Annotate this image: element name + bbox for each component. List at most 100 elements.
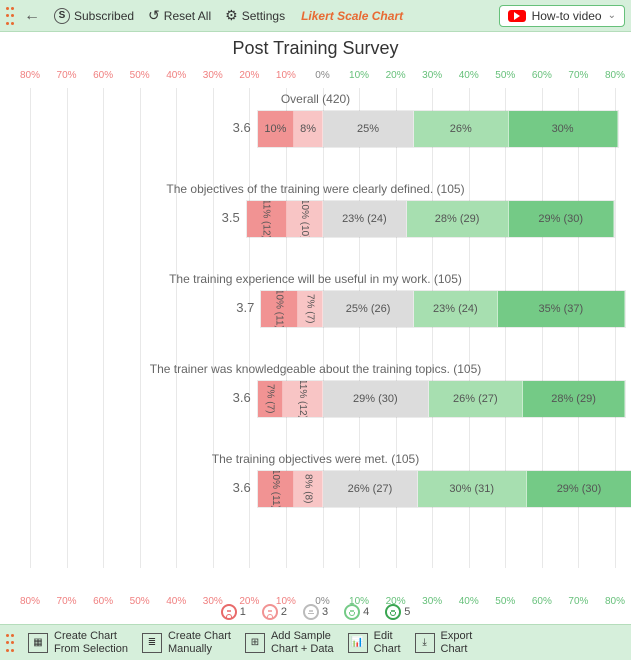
b5b: Chart: [441, 643, 468, 655]
chevron-down-icon: ⌄: [608, 10, 616, 21]
legend-item: 4: [344, 604, 369, 620]
axis-tick: 50%: [130, 70, 150, 81]
drag-handle-icon[interactable]: [6, 7, 14, 25]
chart-row: The training objectives were met. (105) 3…: [0, 452, 631, 542]
legend-item: 2: [262, 604, 287, 620]
howto-video-button[interactable]: How-to video ⌄: [499, 5, 625, 27]
bar-segment: 8% (8): [294, 471, 323, 507]
legend-item: 3: [303, 604, 328, 620]
settings-button[interactable]: ⚙ Settings: [221, 5, 289, 26]
bar-segment: 25%: [323, 111, 414, 147]
b2a: Create Chart: [168, 630, 231, 642]
create-from-selection-button[interactable]: ▦ Create ChartFrom Selection: [28, 630, 128, 654]
list-icon: ≣: [142, 633, 162, 653]
b2b: Manually: [168, 643, 212, 655]
axis-tick: 20%: [239, 70, 259, 81]
axis-tick: 50%: [495, 70, 515, 81]
axis-tick: 40%: [166, 70, 186, 81]
bar-segment: 26%: [414, 111, 509, 147]
axis-tick: 40%: [459, 70, 479, 81]
b1a: Create Chart: [54, 630, 117, 642]
face-icon: [344, 604, 360, 620]
face-icon: [221, 604, 237, 620]
stacked-bar: 7% (7)11% (12)29% (30)26% (27)28% (29): [257, 380, 626, 418]
back-button[interactable]: ←: [20, 5, 44, 27]
stacked-bar: 10% (11)7% (7)25% (26)23% (24)35% (37): [260, 290, 626, 328]
bar-segment: 26% (27): [429, 381, 524, 417]
create-manually-button[interactable]: ≣ Create ChartManually: [142, 630, 231, 654]
bar-segment: 11% (12): [247, 201, 287, 237]
chart-type-label: Likert Scale Chart: [301, 9, 403, 23]
row-score: 3.6: [223, 480, 251, 495]
edit-chart-icon: 📊: [348, 633, 368, 653]
axis-tick: 30%: [203, 70, 223, 81]
bar-segment: 28% (29): [523, 381, 625, 417]
chart-row: Overall (420)3.610%8%25%26%30%: [0, 92, 631, 182]
axis-tick: 60%: [532, 70, 552, 81]
edit-chart-button[interactable]: 📊 EditChart: [348, 630, 401, 654]
table-icon: ▦: [28, 633, 48, 653]
row-label: The objectives of the training were clea…: [0, 182, 631, 196]
legend-number: 4: [363, 606, 369, 618]
legend-number: 3: [322, 606, 328, 618]
bar-segment: 10% (11): [258, 471, 294, 507]
bar-segment: 30%: [509, 111, 618, 147]
axis-tick: 10%: [349, 70, 369, 81]
row-score: 3.7: [226, 300, 254, 315]
bar-segment: 30% (31): [418, 471, 527, 507]
bar-segment: 10%: [258, 111, 294, 147]
axis-tick: 70%: [57, 70, 77, 81]
face-icon: [262, 604, 278, 620]
bar-segment: 35% (37): [498, 291, 625, 327]
chart-row: The training experience will be useful i…: [0, 272, 631, 362]
legend-number: 2: [281, 606, 287, 618]
face-icon: [385, 604, 401, 620]
axis-tick: 60%: [93, 70, 113, 81]
b3a: Add Sample: [271, 630, 331, 642]
row-label: The training experience will be useful i…: [0, 272, 631, 286]
stacked-bar: 10% (11)8% (8)26% (27)30% (31)29% (30): [257, 470, 631, 508]
legend-number: 1: [240, 606, 246, 618]
export-chart-button[interactable]: ⤓ ExportChart: [415, 630, 473, 654]
settings-label: Settings: [242, 9, 285, 23]
chart-row: The objectives of the training were clea…: [0, 182, 631, 272]
arrow-left-icon: ←: [24, 7, 40, 25]
row-label: Overall (420): [0, 92, 631, 106]
legend-number: 5: [404, 606, 410, 618]
b4a: Edit: [374, 630, 393, 642]
chart-title: Post Training Survey: [0, 38, 631, 59]
howto-label: How-to video: [532, 9, 602, 23]
bar-segment: 23% (24): [414, 291, 498, 327]
subscribed-label: Subscribed: [74, 9, 134, 23]
drag-handle-icon[interactable]: [6, 634, 14, 652]
reset-label: Reset All: [164, 9, 211, 23]
reset-all-button[interactable]: ↺ Reset All: [144, 5, 215, 26]
dollar-icon: S: [54, 8, 70, 24]
b5a: Export: [441, 630, 473, 642]
export-icon: ⤓: [415, 633, 435, 653]
reset-icon: ↺: [148, 7, 160, 24]
bar-segment: 10% (10): [287, 201, 323, 237]
face-icon: [303, 604, 319, 620]
subscribed-button[interactable]: S Subscribed: [50, 6, 138, 26]
bar-segment: 10% (11): [261, 291, 297, 327]
bar-segment: 29% (30): [323, 381, 428, 417]
stacked-bar: 11% (12)10% (10)23% (24)28% (29)29% (30): [246, 200, 615, 238]
row-score: 3.6: [223, 120, 251, 135]
b1b: From Selection: [54, 643, 128, 655]
bar-segment: 7% (7): [258, 381, 283, 417]
add-sample-button[interactable]: ⊞ Add SampleChart + Data: [245, 630, 334, 654]
toolbar: ← S Subscribed ↺ Reset All ⚙ Settings Li…: [0, 0, 631, 32]
bar-segment: 25% (26): [323, 291, 414, 327]
chart-rows: Overall (420)3.610%8%25%26%30%The object…: [0, 92, 631, 542]
bar-segment: 28% (29): [407, 201, 509, 237]
row-label: The training objectives were met. (105): [0, 452, 631, 466]
row-label: The trainer was knowledgeable about the …: [0, 362, 631, 376]
bar-segment: 23% (24): [323, 201, 407, 237]
legend: 1 2 3 4 5: [0, 604, 631, 620]
bar-segment: 7% (7): [298, 291, 323, 327]
chart-area: Post Training Survey 80%70%60%50%40%30%2…: [0, 32, 631, 624]
sliders-icon: ⚙: [225, 7, 238, 24]
sample-icon: ⊞: [245, 633, 265, 653]
axis-tick: 80%: [20, 70, 40, 81]
